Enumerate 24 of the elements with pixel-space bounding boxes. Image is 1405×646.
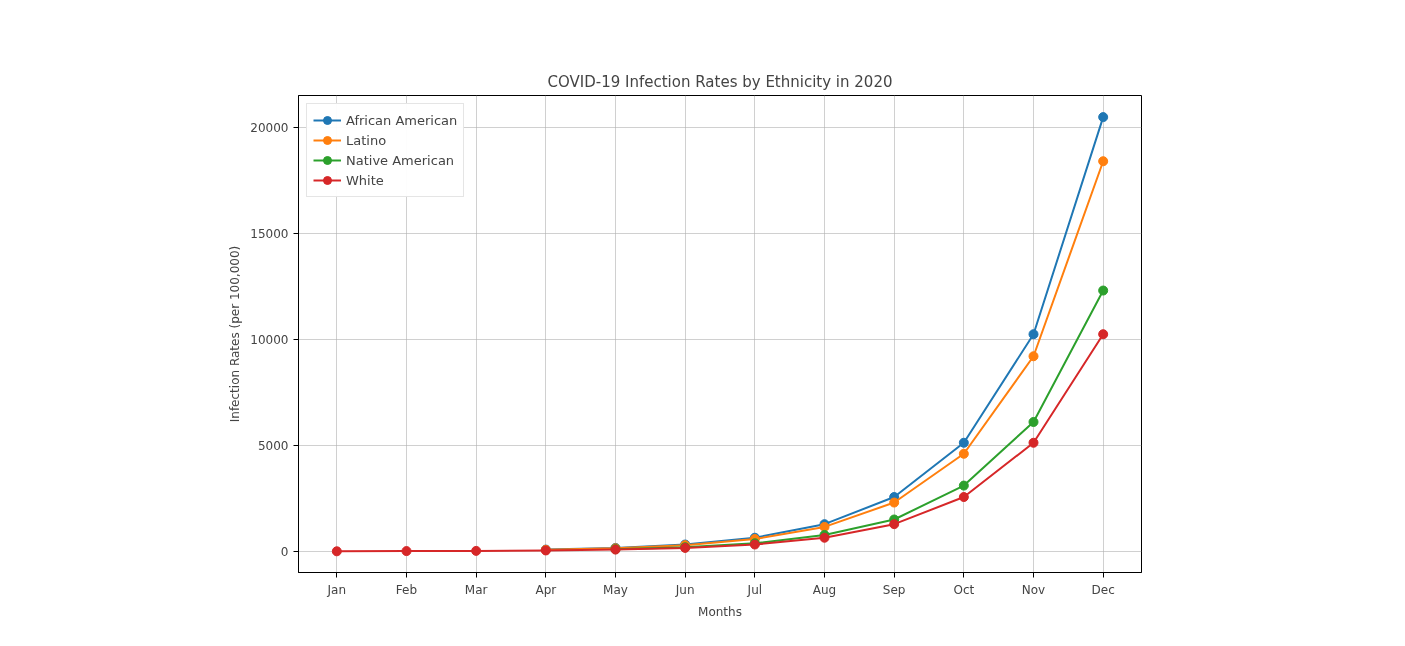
x-tick-label: Jun bbox=[674, 582, 695, 597]
x-tick-label: Apr bbox=[535, 582, 557, 597]
legend-label: White bbox=[346, 172, 384, 188]
x-tick-label: Oct bbox=[953, 582, 975, 597]
y-tick-label: 0 bbox=[280, 544, 289, 559]
x-tick-label: Sep bbox=[882, 582, 906, 597]
x-axis-title: Months bbox=[698, 604, 742, 619]
y-tick-label: 20000 bbox=[250, 120, 289, 135]
y-tick-label: 15000 bbox=[250, 226, 289, 241]
x-tick-label: Jan bbox=[326, 582, 347, 597]
x-tick-label: Dec bbox=[1091, 582, 1115, 597]
chart-title: COVID-19 Infection Rates by Ethnicity in 2020 bbox=[547, 72, 893, 91]
x-tick-label: Nov bbox=[1021, 582, 1046, 597]
x-tick-label: May bbox=[603, 582, 628, 597]
y-tick-label: 5000 bbox=[257, 438, 289, 453]
x-tick-label: Mar bbox=[464, 582, 488, 597]
y-tick-label: 10000 bbox=[250, 332, 289, 347]
x-tick-label: Aug bbox=[812, 582, 837, 597]
legend-label: Latino bbox=[346, 132, 387, 148]
x-tick-label: Feb bbox=[395, 582, 418, 597]
legend-label: African American bbox=[346, 112, 458, 128]
x-tick-label: Jul bbox=[746, 582, 763, 597]
legend-label: Native American bbox=[346, 152, 455, 168]
y-axis-title: Infection Rates (per 100,000) bbox=[228, 245, 243, 423]
